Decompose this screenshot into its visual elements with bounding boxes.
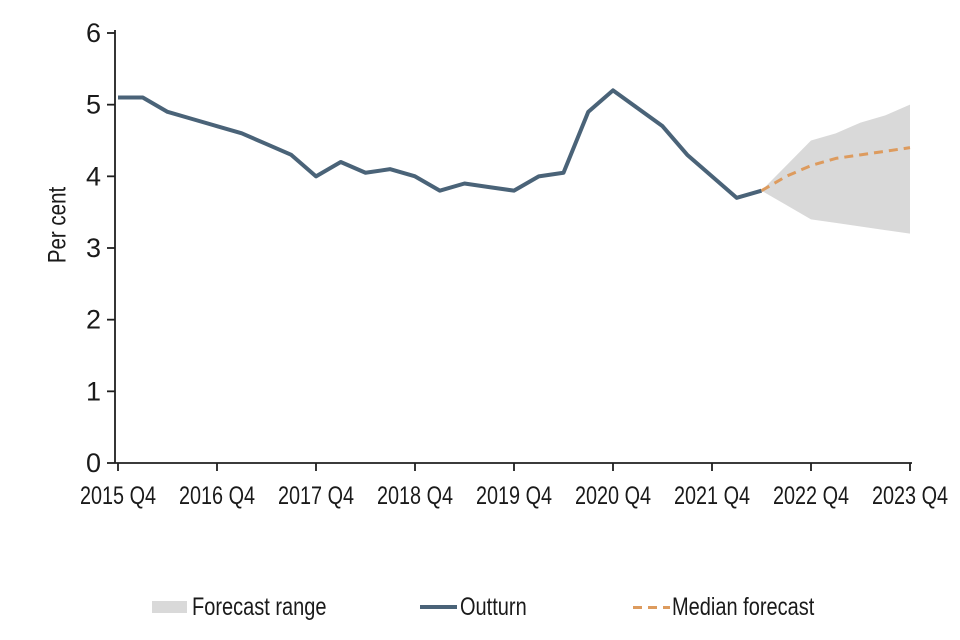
y-axis-title: Per cent (43, 186, 72, 264)
forecast-range-band (761, 104, 910, 234)
legend-item-outturn: Outturn (420, 593, 543, 621)
x-tick-label: 2022 Q4 (773, 482, 849, 510)
median-forecast-swatch-icon (633, 605, 670, 609)
forecast-range-swatch-icon (152, 601, 187, 613)
x-tick-label: 2016 Q4 (179, 482, 255, 510)
y-tick-label: 6 (86, 18, 101, 48)
outturn-line (118, 88, 763, 200)
x-tick-label: 2019 Q4 (476, 482, 552, 510)
x-tick-label: 2020 Q4 (575, 482, 651, 510)
legend-label-forecast-range: Forecast range (192, 592, 327, 621)
legend-label-median-forecast: Median forecast (672, 592, 815, 621)
x-tick-label: 2018 Q4 (377, 482, 453, 510)
median-forecast-line (760, 146, 911, 192)
y-tick-label: 2 (86, 305, 101, 335)
y-tick-label: 3 (86, 233, 101, 263)
y-tick-label: 5 (86, 90, 101, 120)
legend: Forecast range Outturn Median forecast (0, 593, 960, 621)
legend-item-median-forecast: Median forecast (633, 593, 850, 621)
x-tick-label: 2017 Q4 (278, 482, 354, 510)
y-tick-label: 1 (86, 376, 101, 406)
y-tick-label: 4 (86, 161, 101, 191)
legend-label-outturn: Outturn (460, 592, 527, 621)
x-tick-label: 2015 Q4 (80, 482, 156, 510)
outturn-line-swatch-icon (420, 605, 457, 609)
x-tick-label: 2023 Q4 (872, 482, 948, 510)
legend-item-forecast-range: Forecast range (152, 593, 360, 621)
y-tick-label: 0 (86, 448, 101, 478)
x-tick-label: 2021 Q4 (674, 482, 750, 510)
